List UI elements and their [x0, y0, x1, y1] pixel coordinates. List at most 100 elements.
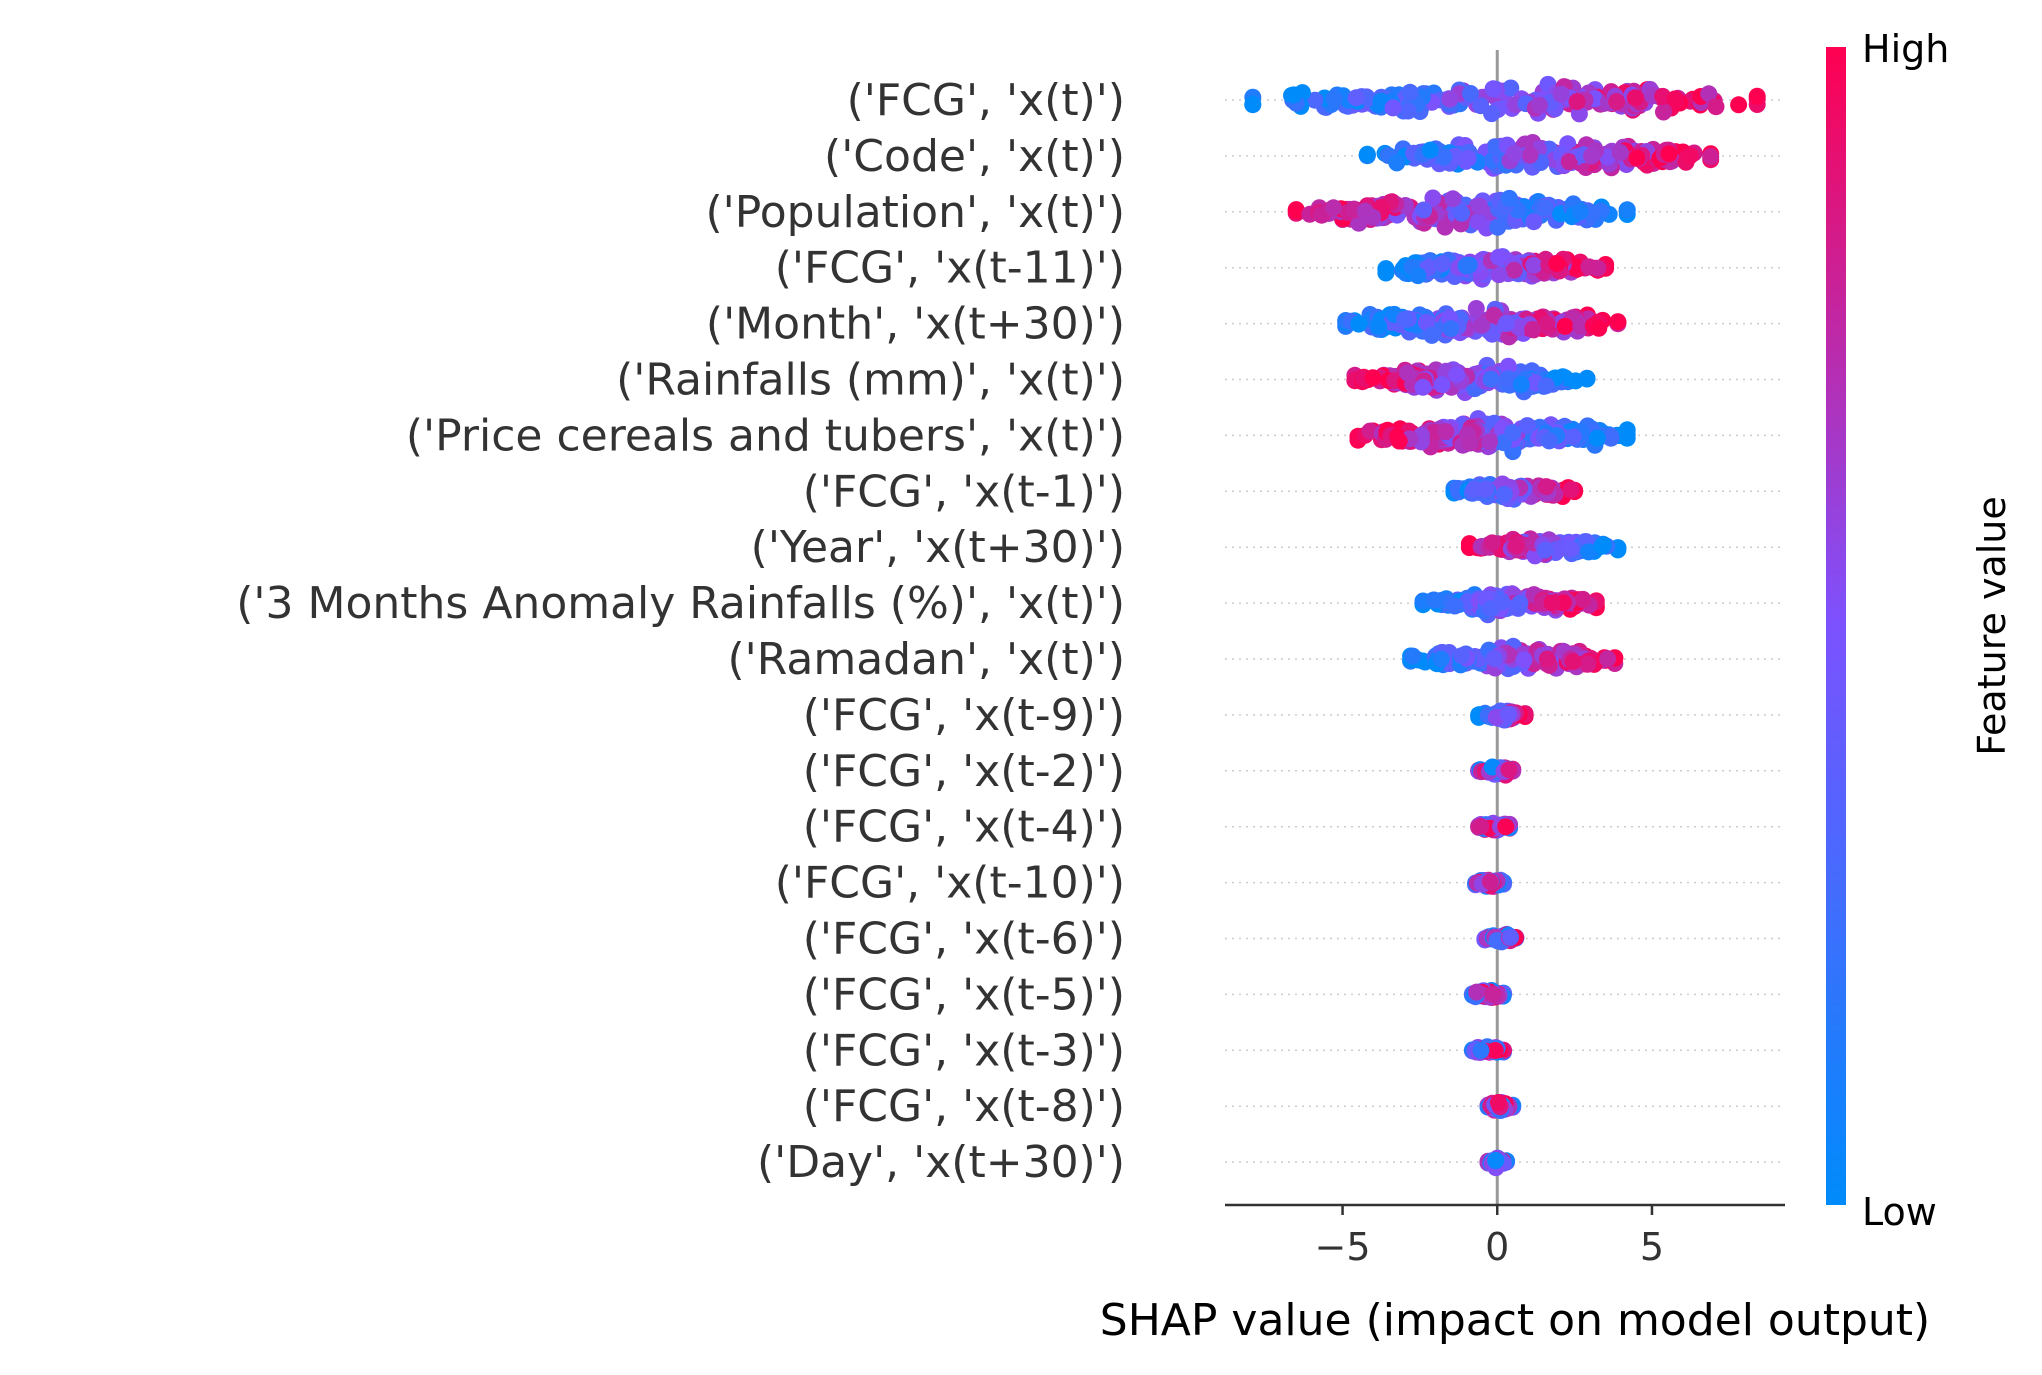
- shap-dot: [1433, 255, 1451, 273]
- shap-dot: [1484, 985, 1502, 1003]
- shap-dot: [1414, 378, 1432, 396]
- feature-label: ('Code', 'x(t)'): [824, 131, 1125, 182]
- shap-dot: [1347, 89, 1365, 107]
- shap-dot: [1453, 204, 1471, 222]
- shap-dot: [1421, 141, 1439, 159]
- feature-label: ('Ramadan', 'x(t)'): [728, 634, 1125, 685]
- shap-dot: [1748, 87, 1766, 105]
- shap-dot: [1583, 147, 1601, 165]
- shap-dot: [1461, 434, 1479, 452]
- shap-dot: [1481, 873, 1499, 891]
- x-tick-label: 5: [1640, 1225, 1664, 1269]
- feature-label: ('Month', 'x(t+30)'): [706, 299, 1125, 350]
- shap-dot: [1702, 148, 1720, 166]
- shap-dot: [1477, 480, 1495, 498]
- shap-dot: [1560, 153, 1578, 171]
- shap-dot: [1500, 189, 1518, 207]
- shap-dot: [1548, 255, 1566, 272]
- shap-dot: [1564, 653, 1582, 671]
- shap-dot: [1401, 83, 1419, 101]
- shap-dot: [1579, 655, 1596, 673]
- shap-dot: [1469, 213, 1487, 231]
- shap-dot: [1462, 85, 1479, 102]
- shap-dot: [1507, 537, 1525, 555]
- shap-dot: [1485, 649, 1503, 667]
- feature-label: ('FCG', 'x(t-10)'): [775, 858, 1125, 909]
- shap-dot: [1564, 428, 1582, 446]
- colorbar-title: Feature value: [1970, 496, 2014, 755]
- colorbar: [1826, 47, 1846, 1205]
- shap-dot: [1442, 320, 1460, 338]
- shap-dot: [1572, 317, 1590, 335]
- x-axis-ticks: −5 0 5: [1315, 1205, 1664, 1269]
- shap-dot: [1306, 91, 1324, 109]
- shap-dot: [1448, 366, 1466, 384]
- feature-label: ('FCG', 'x(t-4)'): [803, 802, 1125, 853]
- shap-dot: [1515, 651, 1533, 669]
- shap-dot: [1602, 429, 1620, 447]
- shap-dot: [1490, 248, 1508, 266]
- shap-dot: [1487, 1152, 1505, 1169]
- x-tick-label: 0: [1485, 1225, 1509, 1269]
- shap-dot: [1358, 145, 1376, 163]
- shap-dot: [1490, 266, 1508, 284]
- shap-dot: [1388, 154, 1406, 172]
- shap-dot: [1540, 432, 1558, 450]
- shap-dot: [1626, 89, 1644, 107]
- shap-dot: [1504, 424, 1522, 442]
- shap-dot: [1497, 315, 1515, 332]
- shap-dot: [1525, 213, 1543, 231]
- shap-dot: [1611, 144, 1629, 161]
- shap-dot: [1433, 376, 1451, 394]
- shap-dot: [1518, 417, 1536, 435]
- shap-dot: [1536, 199, 1554, 217]
- shap-dot: [1538, 650, 1556, 668]
- colorbar-high-label: High: [1862, 27, 1949, 71]
- shap-dot: [1287, 201, 1305, 219]
- shap-dot: [1285, 86, 1303, 104]
- shap-dot: [1485, 306, 1503, 324]
- shap-dot: [1467, 300, 1485, 317]
- shap-dot: [1525, 256, 1543, 274]
- shap-dot: [1609, 313, 1627, 331]
- shap-dot: [1472, 817, 1490, 835]
- shap-dots: [1244, 75, 1766, 1177]
- shap-dot: [1495, 485, 1513, 503]
- shap-dot: [1660, 145, 1678, 163]
- feature-label: ('3 Months Anomaly Rainfalls (%)', 'x(t)…: [236, 578, 1125, 629]
- shap-dot: [1493, 593, 1511, 611]
- shap-dot: [1244, 95, 1262, 113]
- shap-dot: [1618, 201, 1636, 219]
- shap-dot: [1489, 1094, 1507, 1111]
- feature-label: ('FCG', 'x(t-9)'): [803, 690, 1125, 741]
- shap-dot: [1511, 594, 1529, 612]
- shap-dot: [1700, 85, 1718, 103]
- shap-dot: [1390, 432, 1408, 450]
- shap-dot: [1486, 1042, 1504, 1059]
- shap-dot: [1568, 93, 1586, 111]
- feature-label: ('FCG', 'x(t-2)'): [803, 746, 1125, 797]
- shap-dot: [1500, 370, 1517, 388]
- shap-dot: [1325, 199, 1342, 217]
- shap-dot: [1468, 983, 1486, 1001]
- shap-dot: [1425, 591, 1443, 609]
- shap-dot: [1417, 314, 1435, 331]
- colorbar-low-label: Low: [1862, 1190, 1937, 1234]
- shap-dot: [1599, 650, 1617, 668]
- shap-dot: [1404, 647, 1422, 665]
- shap-dot: [1562, 481, 1580, 499]
- shap-dot: [1571, 203, 1589, 220]
- shap-dot: [1506, 144, 1523, 162]
- shap-dot: [1436, 218, 1454, 236]
- shap-dot: [1588, 429, 1606, 447]
- feature-label: ('FCG', 'x(t-5)'): [803, 969, 1125, 1020]
- feature-label: ('Year', 'x(t+30)'): [751, 522, 1125, 573]
- shap-dot: [1399, 364, 1416, 382]
- feature-label: ('Rainfalls (mm)', 'x(t)'): [616, 355, 1125, 406]
- shap-dot: [1370, 318, 1388, 335]
- feature-label: ('FCG', 'x(t-1)'): [803, 466, 1125, 517]
- shap-dot: [1437, 423, 1455, 441]
- shap-dot: [1574, 590, 1592, 608]
- feature-label: ('Population', 'x(t)'): [706, 187, 1125, 238]
